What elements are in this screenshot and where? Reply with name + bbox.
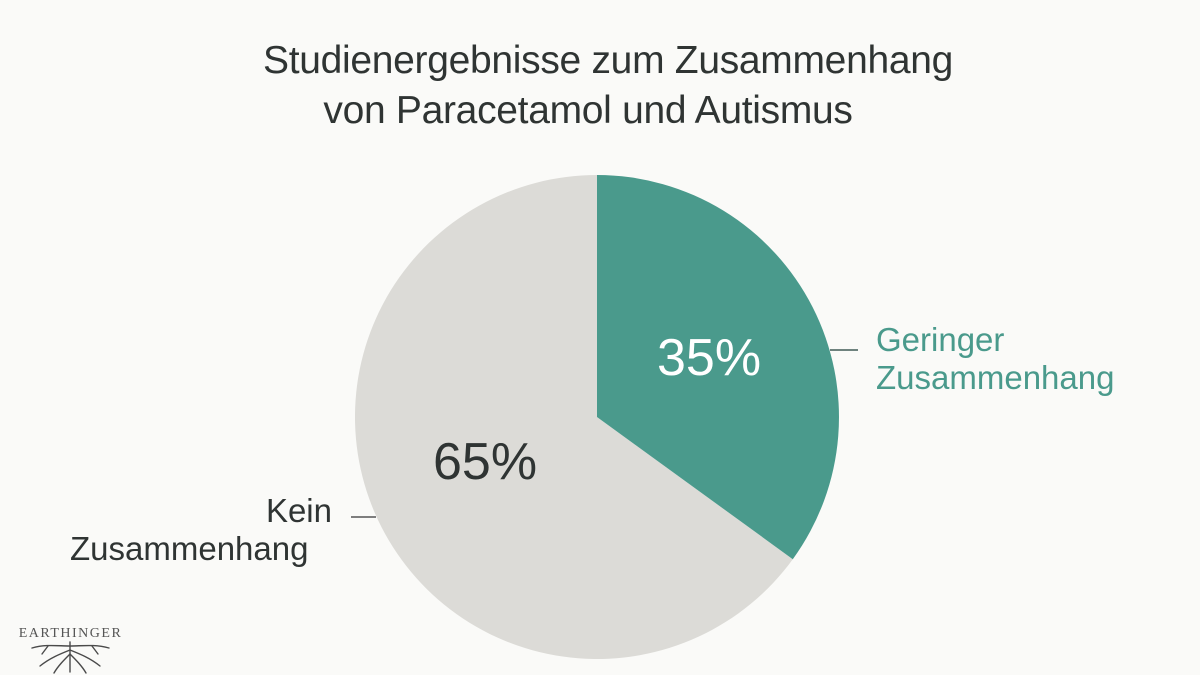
tree-roots-icon: [31, 641, 110, 674]
pie-slice-geringer-zusammenhang: [597, 175, 839, 560]
slice-label-geringer: Geringer Zusammenhang: [876, 321, 1114, 397]
chart-title-line2: von Paracetamol und Autismus: [323, 89, 853, 132]
pie-slice-kein-zusammenhang: [354, 174, 793, 659]
slice-label-geringer-line1: Geringer: [876, 321, 1005, 358]
slice-label-kein-line1: Kein: [265, 492, 332, 529]
slice-value-kein: 65%: [433, 433, 538, 491]
watermark-logo: EARTHINGER: [8, 626, 133, 674]
slice-label-geringer-line2: Zusammenhang: [876, 359, 1115, 396]
slice-label-kein-line2: Zusammenhang: [70, 530, 309, 567]
slice-value-geringer: 35%: [657, 329, 762, 387]
slice-label-kein: Kein Zusammenhang: [70, 492, 332, 568]
chart-title-line1: Studienergebnisse zum Zusammenhang: [262, 39, 954, 82]
chart-title: Studienergebnisse zum Zusammenhang von P…: [0, 36, 1200, 136]
watermark-text: EARTHINGER: [18, 626, 123, 641]
